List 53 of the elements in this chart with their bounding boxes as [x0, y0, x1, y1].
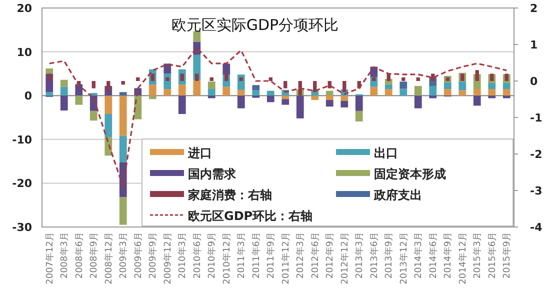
- legend-label: 欧元区GDP环比：右轴: [188, 209, 313, 223]
- x-tick-label: 2010年12月: [221, 232, 232, 284]
- y-tick-label: 0: [24, 90, 32, 103]
- x-tick-label: 2009年12月: [162, 232, 174, 284]
- x-tick-label: 2008年9月: [88, 232, 100, 279]
- y2-tick-label: 2: [530, 2, 538, 15]
- x-tick-label: 2014年9月: [442, 232, 454, 279]
- legend-label: 固定资本形成: [374, 167, 446, 181]
- y2-tick-label: 0: [530, 75, 538, 88]
- x-tick-label: 2015年3月: [472, 232, 484, 279]
- legend-label: 国内需求: [188, 167, 237, 181]
- y2-tick-label: -1: [530, 112, 542, 124]
- y2-tick-label: -4: [530, 221, 543, 234]
- x-tick-label: 2012年6月: [310, 232, 321, 279]
- x-tick-label: 2013年3月: [354, 232, 366, 279]
- x-tick-label: 2010年3月: [177, 232, 188, 279]
- y-tick-label: 10: [16, 46, 32, 59]
- y-tick-label: -10: [12, 133, 32, 146]
- x-tick-label: 2009年3月: [118, 232, 130, 279]
- x-tick-label: 2012年9月: [324, 232, 336, 279]
- x-tick-label: 2011年9月: [266, 232, 277, 279]
- x-tick-label: 2013年12月: [398, 232, 410, 284]
- text: 欧元区实际GDP分项环比: [171, 16, 339, 34]
- x-tick-label: 2008年6月: [74, 232, 85, 279]
- x-tick-label: 2014年12月: [457, 232, 468, 284]
- y-tick-label: -20: [12, 177, 32, 190]
- y2-tick-label: 1: [530, 38, 538, 52]
- x-tick-label: 2015年6月: [486, 232, 498, 279]
- legend-label: 出口: [374, 146, 398, 160]
- y-tick-label: 20: [16, 2, 32, 15]
- x-tick-label: 2015年9月: [502, 232, 513, 279]
- x-tick-label: 2008年12月: [103, 232, 114, 284]
- x-tick-label: 2011年12月: [280, 232, 292, 284]
- x-tick-label: 2010年9月: [206, 232, 218, 279]
- legend-label: 家庭消费：右轴: [187, 188, 272, 202]
- x-tick-label: 2012年3月: [295, 232, 306, 279]
- x-tick-label: 2014年3月: [413, 232, 424, 279]
- x-tick-label: 2011年3月: [236, 232, 248, 279]
- y2-tick-label: -2: [530, 148, 542, 161]
- x-tick-label: 2009年6月: [132, 232, 144, 279]
- x-tick-label: 2007年12月: [44, 232, 56, 284]
- x-tick-label: 2009年9月: [148, 232, 159, 279]
- x-tick-label: 2012年12月: [339, 232, 350, 284]
- x-tick-label: 2011年6月: [250, 232, 262, 279]
- legend-label: 进口: [187, 146, 212, 160]
- x-tick-label: 2008年3月: [59, 232, 70, 279]
- x-tick-label: 2010年6月: [192, 232, 203, 279]
- y-tick-label: -30: [12, 221, 32, 234]
- y2-tick-label: -3: [530, 184, 542, 198]
- x-tick-label: 2014年6月: [428, 232, 439, 279]
- x-tick-label: 2013年9月: [384, 232, 395, 279]
- legend-label: 政府支出: [373, 188, 422, 202]
- x-tick-label: 2013年6月: [368, 232, 380, 279]
